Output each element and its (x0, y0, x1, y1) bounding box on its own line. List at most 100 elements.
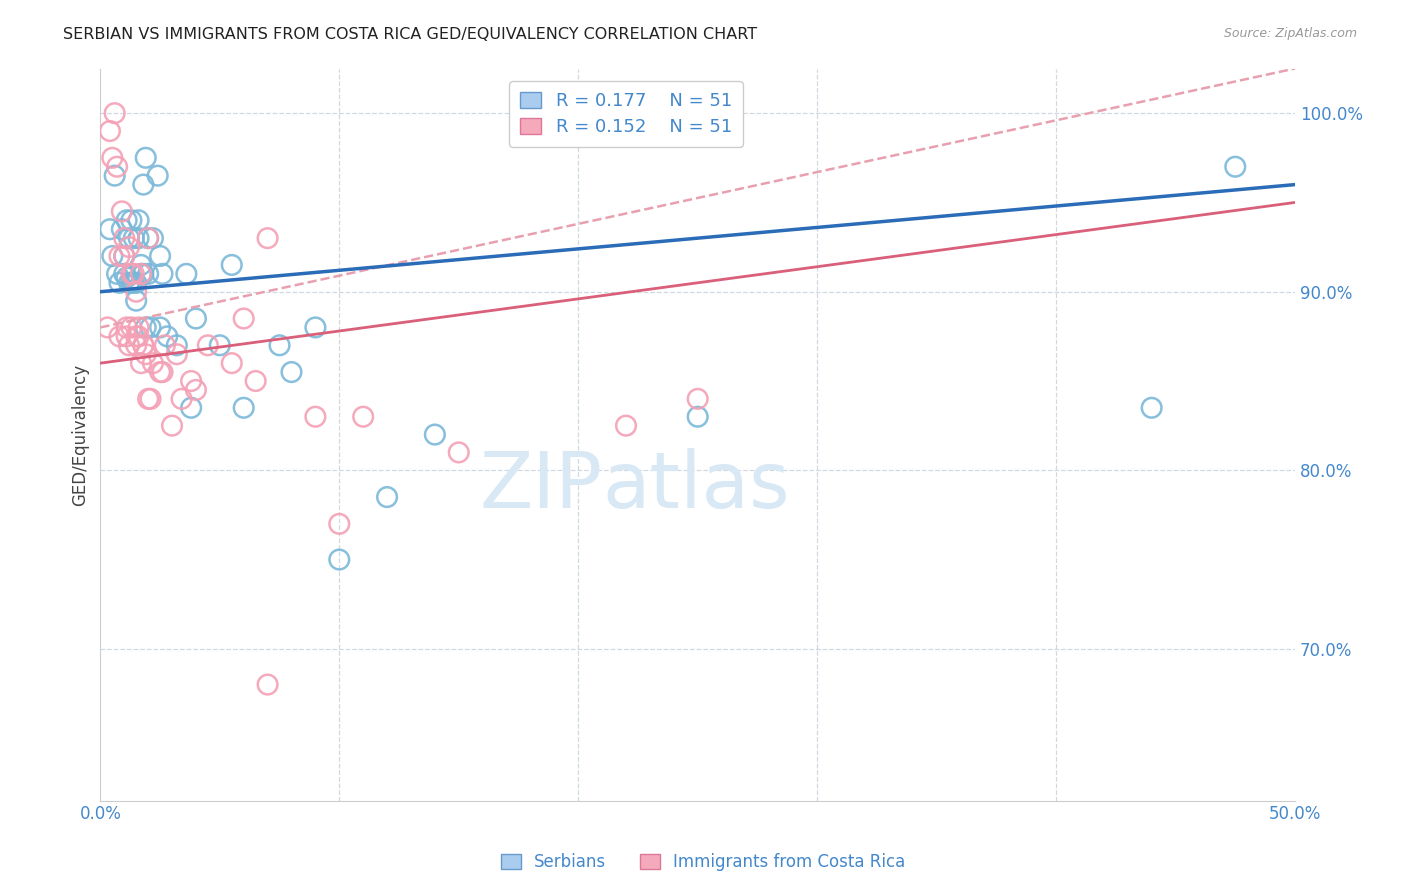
Point (125, 338, 148, 352)
Point (120, 320, 142, 334)
Point (1225, 160, 1247, 174)
Point (132, 267, 155, 281)
Point (118, 276, 141, 290)
Point (101, 249, 124, 263)
Point (139, 392, 162, 406)
Point (184, 311, 207, 326)
Point (108, 249, 131, 263)
Point (197, 338, 219, 352)
Point (108, 329, 131, 343)
Point (166, 347, 188, 361)
Point (180, 374, 202, 388)
Point (156, 329, 179, 343)
Point (112, 267, 135, 281)
Point (120, 213, 142, 227)
Point (122, 267, 145, 281)
Point (135, 151, 157, 165)
Point (232, 311, 254, 326)
Point (135, 347, 157, 361)
Point (128, 231, 150, 245)
Point (447, 445, 470, 459)
Point (152, 365, 174, 379)
Point (105, 267, 128, 281)
Point (149, 249, 172, 263)
Point (125, 285, 148, 299)
Point (115, 270, 138, 285)
Point (328, 552, 350, 566)
Point (153, 338, 176, 352)
Point (139, 320, 162, 334)
Text: atlas: atlas (602, 448, 790, 524)
Point (152, 267, 174, 281)
Point (120, 267, 142, 281)
Point (328, 516, 350, 531)
Point (280, 365, 302, 379)
Point (686, 392, 709, 406)
Point (170, 392, 193, 406)
Point (232, 401, 254, 415)
Point (269, 338, 291, 352)
Point (221, 356, 243, 370)
Point (120, 276, 142, 290)
Point (118, 338, 141, 352)
Point (146, 169, 169, 183)
Point (132, 178, 155, 192)
Point (118, 231, 141, 245)
Point (184, 383, 207, 397)
Point (423, 427, 446, 442)
Point (129, 267, 152, 281)
Point (112, 249, 135, 263)
Point (136, 267, 159, 281)
Point (142, 231, 165, 245)
Y-axis label: GED/Equivalency: GED/Equivalency (72, 364, 89, 506)
Point (125, 293, 148, 308)
Point (245, 374, 267, 388)
Legend: R = 0.177    N = 51, R = 0.152    N = 51: R = 0.177 N = 51, R = 0.152 N = 51 (509, 81, 742, 146)
Text: ZIP: ZIP (479, 448, 602, 524)
Point (129, 267, 152, 281)
Point (128, 329, 150, 343)
Point (105, 160, 128, 174)
Point (122, 276, 145, 290)
Point (115, 320, 138, 334)
Point (128, 213, 150, 227)
Point (96, 320, 118, 334)
Point (304, 320, 326, 334)
Point (136, 231, 159, 245)
Point (128, 320, 150, 334)
Point (125, 276, 148, 290)
Point (112, 249, 135, 263)
Point (108, 276, 131, 290)
Point (304, 409, 326, 424)
Point (111, 204, 134, 219)
Point (180, 401, 202, 415)
Point (101, 151, 124, 165)
Point (115, 329, 138, 343)
Point (1140, 401, 1163, 415)
Point (166, 338, 188, 352)
Text: SERBIAN VS IMMIGRANTS FROM COSTA RICA GED/EQUIVALENCY CORRELATION CHART: SERBIAN VS IMMIGRANTS FROM COSTA RICA GE… (63, 27, 758, 42)
Point (118, 240, 141, 254)
Point (614, 418, 637, 433)
Point (115, 213, 138, 227)
Point (136, 392, 159, 406)
Point (256, 231, 278, 245)
Point (160, 418, 183, 433)
Point (149, 365, 172, 379)
Point (136, 231, 159, 245)
Point (142, 356, 165, 370)
Point (352, 409, 374, 424)
Point (104, 106, 127, 120)
Point (129, 258, 152, 272)
Text: Source: ZipAtlas.com: Source: ZipAtlas.com (1223, 27, 1357, 40)
Legend: Serbians, Immigrants from Costa Rica: Serbians, Immigrants from Costa Rica (492, 845, 914, 880)
Point (176, 267, 198, 281)
Point (111, 222, 134, 236)
Point (208, 338, 231, 352)
Point (149, 320, 172, 334)
Point (221, 258, 243, 272)
Point (132, 338, 155, 352)
Point (98, 124, 121, 138)
Point (375, 490, 398, 504)
Point (256, 677, 278, 691)
